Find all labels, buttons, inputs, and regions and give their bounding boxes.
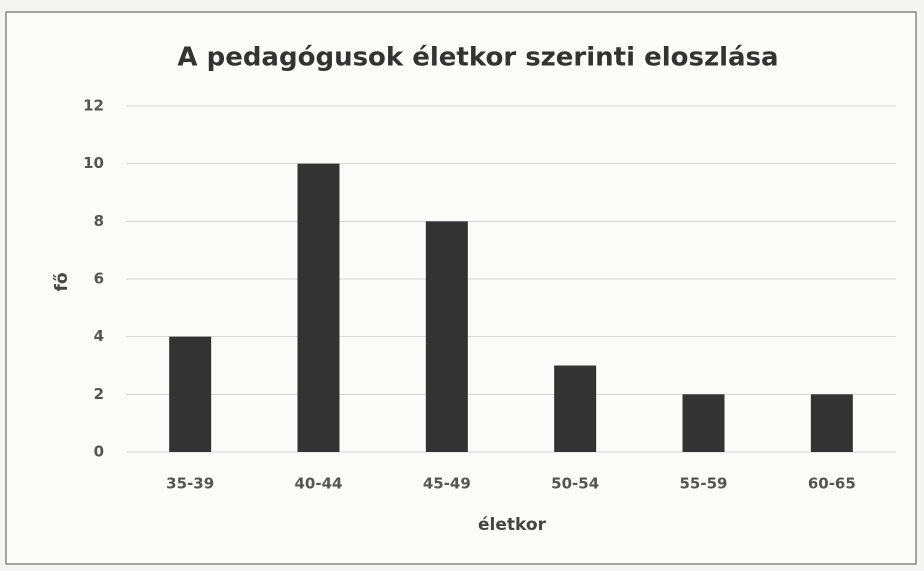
y-tick-label: 0	[94, 443, 104, 461]
bar	[425, 221, 468, 452]
x-tick-label: 50-54	[551, 475, 599, 493]
chart-title: A pedagógusok életkor szerinti eloszlása	[177, 43, 778, 73]
y-tick-label: 4	[94, 327, 104, 345]
bar	[682, 394, 725, 452]
bar	[297, 163, 340, 452]
bar	[810, 394, 853, 452]
bar	[554, 365, 597, 452]
x-tick-label: 40-44	[295, 475, 343, 493]
y-tick-label: 6	[94, 270, 104, 288]
x-tick-label: 60-65	[808, 475, 856, 493]
y-tick-label: 12	[83, 97, 104, 115]
y-tick-label: 2	[94, 385, 104, 403]
y-axis-label: fő	[52, 272, 72, 291]
x-tick-label: 35-39	[166, 475, 214, 493]
y-tick-label: 8	[94, 212, 104, 230]
y-tick-label: 10	[83, 154, 104, 172]
x-tick-label: 45-49	[423, 475, 471, 493]
x-axis-label: életkor	[478, 515, 547, 535]
x-tick-label: 55-59	[680, 475, 728, 493]
bar	[169, 336, 212, 452]
